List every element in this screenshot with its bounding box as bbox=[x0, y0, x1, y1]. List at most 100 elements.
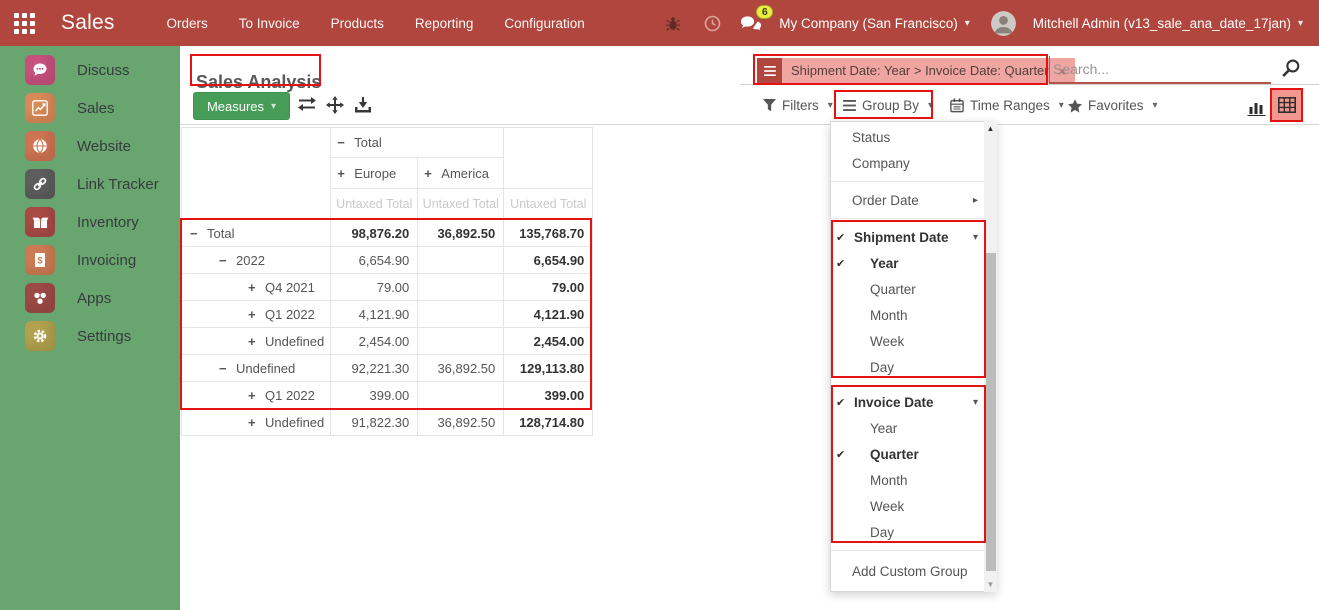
pivot-cell[interactable] bbox=[417, 273, 505, 301]
flip-axis-icon[interactable] bbox=[297, 96, 317, 112]
pivot-cell[interactable]: 128,714.80 bbox=[503, 408, 594, 436]
sidebar-item-website[interactable]: Website bbox=[0, 127, 180, 165]
favorites-button[interactable]: Favorites ▾ bbox=[1068, 98, 1158, 113]
pivot-cell[interactable]: 135,768.70 bbox=[503, 219, 594, 247]
pivot-cell[interactable]: 36,892.50 bbox=[417, 354, 505, 382]
bar-chart-view-button[interactable] bbox=[1245, 97, 1267, 117]
pivot-row-header-total-0[interactable]: − Total bbox=[180, 219, 332, 247]
pivot-cell[interactable]: 6,654.90 bbox=[503, 246, 594, 274]
pivot-row-header-q1-2022-6[interactable]: + Q1 2022 bbox=[180, 381, 332, 409]
pivot-cell[interactable]: 4,121.90 bbox=[503, 300, 594, 328]
pivot-cell[interactable] bbox=[417, 300, 505, 328]
pivot-cell[interactable] bbox=[417, 381, 505, 409]
activities-clock-icon[interactable] bbox=[701, 12, 723, 34]
groupby-option-shipment-date-quarter[interactable]: Quarter bbox=[831, 276, 983, 302]
sidebar-item-link-tracker[interactable]: Link Tracker bbox=[0, 165, 180, 203]
bug-icon[interactable] bbox=[662, 12, 684, 34]
pivot-cell[interactable]: 6,654.90 bbox=[330, 246, 419, 274]
pivot-row-header-undefined-5[interactable]: − Undefined bbox=[180, 354, 332, 382]
pivot-row-header-q1-2022-3[interactable]: + Q1 2022 bbox=[180, 300, 332, 328]
scroll-down-icon[interactable]: ▼ bbox=[986, 580, 995, 589]
chevron-down-icon: ▾ bbox=[972, 231, 978, 243]
groupby-option-invoice-date-day[interactable]: Day bbox=[831, 519, 983, 545]
search-input[interactable] bbox=[1049, 56, 1271, 84]
groupby-menu-status[interactable]: Status bbox=[831, 124, 983, 150]
groupby-menu-company[interactable]: Company bbox=[831, 150, 983, 176]
pivot-row-header-q4-2021-2[interactable]: + Q4 2021 bbox=[180, 273, 332, 301]
topnav-orders[interactable]: Orders bbox=[166, 15, 208, 31]
groupby-option-shipment-date-year[interactable]: ✔ Year bbox=[831, 250, 983, 276]
group-by-button[interactable]: Group By ▾ bbox=[843, 98, 933, 113]
pivot-measure-header[interactable]: Untaxed Total bbox=[330, 188, 419, 220]
pivot-cell[interactable]: 98,876.20 bbox=[330, 219, 419, 247]
groupby-option-shipment-date-month[interactable]: Month bbox=[831, 302, 983, 328]
pivot-cell[interactable] bbox=[417, 246, 505, 274]
groupby-menu-invoice-date[interactable]: ✔ Invoice Date ▾ bbox=[831, 389, 983, 415]
groupby-menu-add-custom-group[interactable]: Add Custom Group bbox=[831, 556, 983, 586]
pivot-row-header-2022-1[interactable]: −2022 bbox=[180, 246, 332, 274]
calendar-icon bbox=[950, 98, 964, 113]
dropdown-scrollbar[interactable]: ▲ ▼ bbox=[984, 121, 997, 592]
topnav-configuration[interactable]: Configuration bbox=[504, 15, 585, 31]
expand-all-icon[interactable] bbox=[326, 96, 344, 114]
groupby-option-shipment-date-week[interactable]: Week bbox=[831, 328, 983, 354]
sidebar-item-apps[interactable]: Apps bbox=[0, 279, 180, 317]
pivot-row-header-undefined-7[interactable]: + Undefined bbox=[180, 408, 332, 436]
pivot-measure-header[interactable]: Untaxed Total bbox=[417, 188, 505, 220]
sidebar-item-settings[interactable]: Settings bbox=[0, 317, 180, 355]
filters-button[interactable]: Filters ▾ bbox=[763, 98, 833, 113]
sidebar-item-invoicing[interactable]: $ Invoicing bbox=[0, 241, 180, 279]
pivot-cell[interactable]: 36,892.50 bbox=[417, 408, 505, 436]
pivot-col-total[interactable]: − Total bbox=[330, 127, 505, 158]
measures-button[interactable]: Measures ▾ bbox=[193, 92, 290, 120]
pivot-cell[interactable]: 92,221.30 bbox=[330, 354, 419, 382]
app-name[interactable]: Sales bbox=[61, 11, 115, 34]
messages-icon[interactable]: 6 bbox=[740, 5, 774, 34]
topnav-products[interactable]: Products bbox=[330, 15, 384, 31]
groupby-menu-order-date[interactable]: Order Date ▸ bbox=[831, 187, 983, 213]
pivot-col-europe[interactable]: + Europe bbox=[330, 157, 419, 189]
invoice-app-icon: $ bbox=[25, 245, 55, 275]
pivot-cell[interactable]: 129,113.80 bbox=[503, 354, 594, 382]
groupby-menu-shipment-date[interactable]: ✔ Shipment Date ▾ bbox=[831, 224, 983, 250]
user-menu[interactable]: Mitchell Admin (v13_sale_ana_date_17jan)… bbox=[1033, 16, 1303, 31]
sidebar-item-sales[interactable]: Sales bbox=[0, 89, 180, 127]
download-icon[interactable] bbox=[355, 96, 371, 113]
pivot-cell[interactable]: 399.00 bbox=[330, 381, 419, 409]
groupby-option-invoice-date-week[interactable]: Week bbox=[831, 493, 983, 519]
topnav-reporting[interactable]: Reporting bbox=[414, 15, 474, 31]
pivot-row-header-undefined-4[interactable]: + Undefined bbox=[180, 327, 332, 355]
pivot-cell[interactable]: 79.00 bbox=[503, 273, 594, 301]
groupby-option-invoice-date-quarter[interactable]: ✔ Quarter bbox=[831, 441, 983, 467]
search-icon[interactable] bbox=[1280, 58, 1301, 84]
company-switcher[interactable]: My Company (San Francisco) ▾ bbox=[779, 16, 970, 31]
topnav-to-invoice[interactable]: To Invoice bbox=[238, 15, 300, 31]
sidebar-item-label: Apps bbox=[77, 289, 112, 307]
pivot-view-button[interactable] bbox=[1270, 88, 1303, 122]
pivot-measure-header[interactable]: Untaxed Total bbox=[503, 188, 594, 220]
pivot-cell[interactable] bbox=[417, 327, 505, 355]
pivot-cell[interactable]: 4,121.90 bbox=[330, 300, 419, 328]
pivot-cell[interactable]: 2,454.00 bbox=[503, 327, 594, 355]
pivot-cell[interactable]: 2,454.00 bbox=[330, 327, 419, 355]
box-app-icon bbox=[25, 207, 55, 237]
groupby-option-invoice-date-year[interactable]: Year bbox=[831, 415, 983, 441]
group-by-label: Group By bbox=[862, 98, 920, 113]
groupby-option-shipment-date-day[interactable]: Day bbox=[831, 354, 983, 380]
sidebar-item-inventory[interactable]: Inventory bbox=[0, 203, 180, 241]
pivot-col-america[interactable]: + America bbox=[417, 157, 505, 189]
pivot-cell[interactable]: 36,892.50 bbox=[417, 219, 505, 247]
pivot-cell[interactable]: 399.00 bbox=[503, 381, 594, 409]
sidebar-item-discuss[interactable]: Discuss bbox=[0, 51, 180, 89]
pivot-cell[interactable]: 79.00 bbox=[330, 273, 419, 301]
scrollbar-thumb[interactable] bbox=[985, 253, 996, 571]
pivot-cell[interactable]: 91,822.30 bbox=[330, 408, 419, 436]
chart-app-icon bbox=[25, 93, 55, 123]
apps-menu-icon[interactable] bbox=[14, 12, 35, 34]
scroll-up-icon[interactable]: ▲ bbox=[986, 124, 995, 133]
menu-item-label: Status bbox=[852, 129, 891, 145]
menu-item-label: Company bbox=[852, 155, 910, 171]
groupby-option-invoice-date-month[interactable]: Month bbox=[831, 467, 983, 493]
check-icon: ✔ bbox=[836, 448, 846, 461]
time-ranges-button[interactable]: Time Ranges ▾ bbox=[950, 98, 1064, 113]
